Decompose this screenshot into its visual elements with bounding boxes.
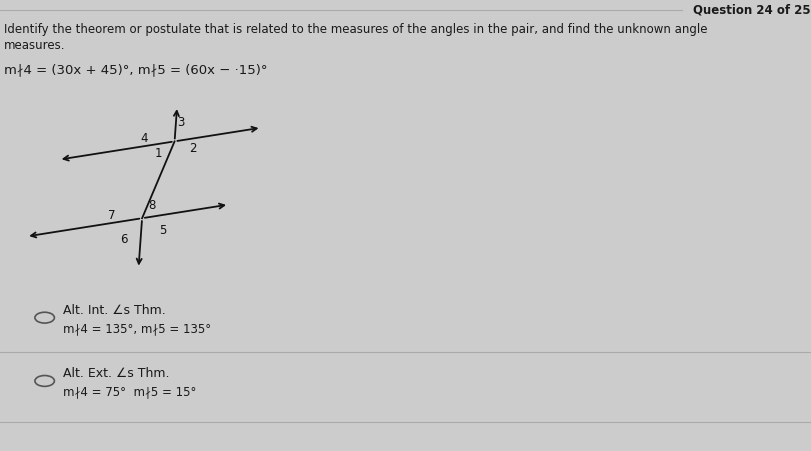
Text: m∤4 = 75°  m∤5 = 15°: m∤4 = 75° m∤5 = 15° xyxy=(62,385,195,397)
Text: measures.: measures. xyxy=(4,39,66,51)
Text: Identify the theorem or postulate that is related to the measures of the angles : Identify the theorem or postulate that i… xyxy=(4,23,706,36)
Text: Alt. Int. ∠s Thm.: Alt. Int. ∠s Thm. xyxy=(62,304,165,316)
Text: 4: 4 xyxy=(140,132,148,145)
Text: 5: 5 xyxy=(158,224,166,236)
Text: 8: 8 xyxy=(148,199,156,212)
Text: 1: 1 xyxy=(154,147,162,160)
Text: 2: 2 xyxy=(189,141,196,154)
Text: 7: 7 xyxy=(108,209,115,222)
Text: Alt. Ext. ∠s Thm.: Alt. Ext. ∠s Thm. xyxy=(62,367,169,379)
Text: m∤4 = 135°, m∤5 = 135°: m∤4 = 135°, m∤5 = 135° xyxy=(62,322,210,334)
Text: Question 24 of 25: Question 24 of 25 xyxy=(692,4,809,17)
Text: 6: 6 xyxy=(120,233,127,245)
Text: m∤4 = (30x + 45)°, m∤5 = (60x − ·15)°: m∤4 = (30x + 45)°, m∤5 = (60x − ·15)° xyxy=(4,64,268,76)
Text: 3: 3 xyxy=(177,115,184,128)
